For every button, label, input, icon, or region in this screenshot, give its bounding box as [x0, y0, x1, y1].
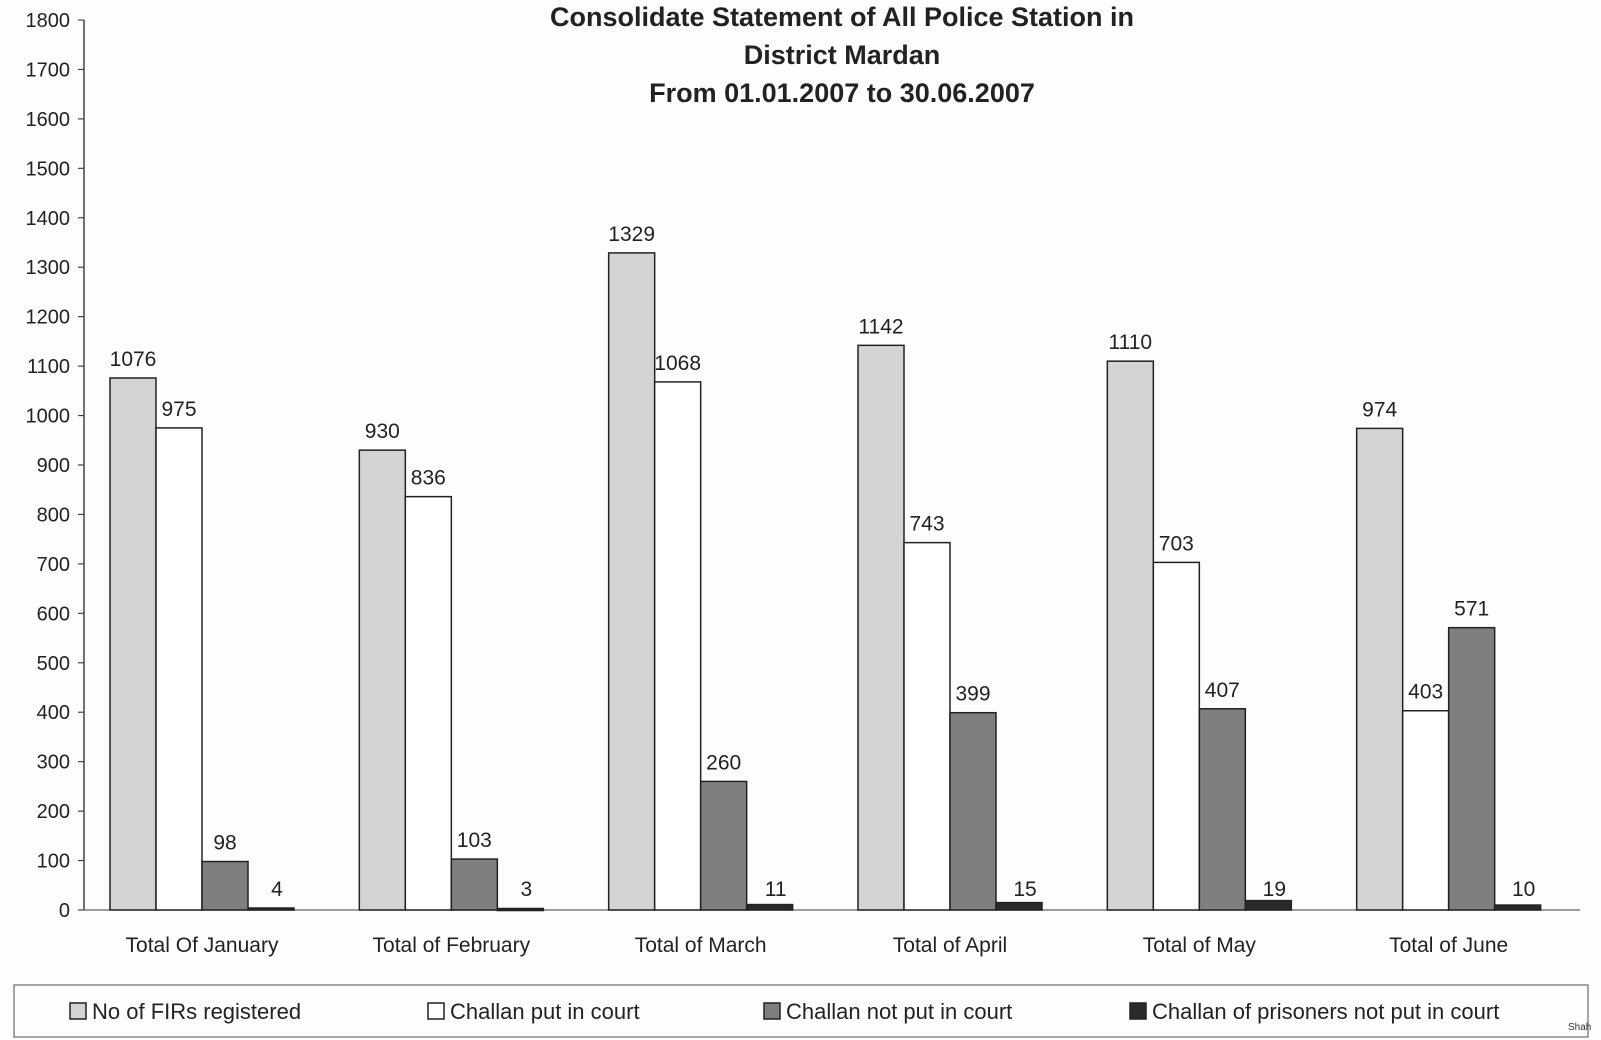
data-label: 743	[909, 513, 944, 536]
chart-title: Consolidate Statement of All Police Stat…	[550, 2, 1134, 108]
data-label: 1110	[1109, 331, 1153, 354]
bar	[155, 427, 203, 911]
data-label: 19	[1263, 878, 1286, 901]
legend-label: No of FIRs registered	[92, 999, 301, 1024]
legend-swatch	[763, 1002, 781, 1020]
y-tick-label: 900	[37, 455, 70, 477]
bar	[745, 903, 794, 911]
bar	[903, 541, 951, 911]
bar	[653, 381, 702, 911]
data-label: 98	[213, 832, 236, 855]
category-labels: Total Of January Total of February Total o…	[126, 934, 1509, 957]
bar	[358, 449, 407, 911]
data-label: 975	[161, 398, 196, 421]
y-tick-label: 1300	[26, 257, 71, 279]
bar	[1244, 899, 1293, 911]
category-label: Total of May	[1143, 934, 1257, 957]
data-label: 4	[271, 878, 283, 901]
y-tick-label: 1400	[26, 208, 71, 230]
bar	[1401, 709, 1450, 911]
data-label: 703	[1159, 532, 1194, 555]
data-labels: 1076 975 98 4 930 836 103 3 1329 1068 260 11 1142 743…	[110, 223, 1536, 901]
y-tick-label: 700	[37, 554, 70, 576]
y-tick-label: 200	[37, 801, 70, 823]
data-label: 930	[365, 420, 400, 443]
bar	[1106, 360, 1155, 911]
y-tick-label: 800	[37, 504, 70, 526]
legend-swatch	[69, 1002, 87, 1020]
bar	[1355, 427, 1404, 911]
bar	[857, 344, 905, 911]
title-line-1: Consolidate Statement of All Police Stat…	[550, 2, 1134, 32]
bar	[995, 901, 1043, 911]
data-label: 1329	[608, 223, 655, 246]
bar	[109, 377, 157, 911]
category-label: Total of February	[373, 934, 531, 957]
axes: 0 100 200 300 400 500 600 700 800 900 1000 1100 1200…	[26, 10, 1580, 922]
y-tick-label: 0	[59, 900, 70, 922]
bar	[1493, 904, 1542, 911]
category-label: Total of April	[893, 934, 1007, 957]
y-tick-label: 1100	[27, 356, 70, 378]
bar	[247, 907, 295, 911]
bar	[450, 858, 499, 911]
data-label: 103	[457, 829, 492, 852]
data-label: 836	[411, 467, 446, 490]
data-label: 571	[1454, 598, 1489, 621]
legend-swatch	[427, 1002, 445, 1020]
y-tick-label: 1800	[26, 10, 71, 32]
bar	[1447, 626, 1496, 911]
legend: No of FIRs registered Challan put in cour…	[13, 984, 1589, 1038]
bar	[496, 907, 545, 912]
title-line-3: From 01.01.2007 to 30.06.2007	[649, 78, 1035, 108]
title-line-2: District Mardan	[744, 40, 941, 70]
legend-label: Challan put in court	[450, 999, 640, 1024]
bars	[109, 252, 1542, 912]
y-tick-label: 1700	[26, 59, 71, 81]
data-label: 260	[706, 751, 741, 774]
data-label: 399	[955, 683, 990, 706]
y-tick-label: 1600	[26, 109, 71, 131]
y-tick-label: 500	[37, 653, 70, 675]
y-tick-label: 600	[37, 603, 70, 625]
bar	[1152, 561, 1201, 911]
data-label: 974	[1362, 398, 1397, 421]
category-label: Total of June	[1389, 934, 1508, 957]
bar	[404, 495, 453, 911]
legend-swatch	[1129, 1002, 1147, 1020]
legend-label: Challan not put in court	[786, 999, 1012, 1024]
y-tick-label: 100	[37, 851, 70, 873]
data-label: 407	[1205, 679, 1240, 702]
data-label: 10	[1512, 878, 1535, 901]
category-label: Total Of January	[126, 934, 279, 957]
bar	[699, 780, 748, 911]
data-label: 3	[520, 878, 532, 901]
data-label: 15	[1013, 878, 1036, 901]
data-label: 403	[1408, 681, 1443, 704]
data-label: 1076	[110, 348, 157, 371]
data-label: 11	[765, 878, 787, 901]
bar	[949, 711, 997, 911]
y-tick-label: 400	[37, 702, 70, 724]
data-label: 1068	[654, 352, 701, 375]
bar	[607, 252, 656, 911]
y-tick-label: 300	[37, 752, 70, 774]
y-tick-label: 1500	[26, 158, 71, 180]
legend-border	[13, 984, 1589, 1038]
bar	[201, 860, 249, 911]
y-tick-label: 1000	[26, 406, 71, 428]
legend-label: Challan of prisoners not put in court	[1152, 999, 1499, 1024]
category-label: Total of March	[635, 934, 767, 957]
data-label: 1142	[858, 315, 903, 338]
footer-note: Shah	[1568, 1022, 1591, 1033]
bar	[1198, 708, 1247, 911]
y-tick-label: 1200	[26, 307, 71, 329]
